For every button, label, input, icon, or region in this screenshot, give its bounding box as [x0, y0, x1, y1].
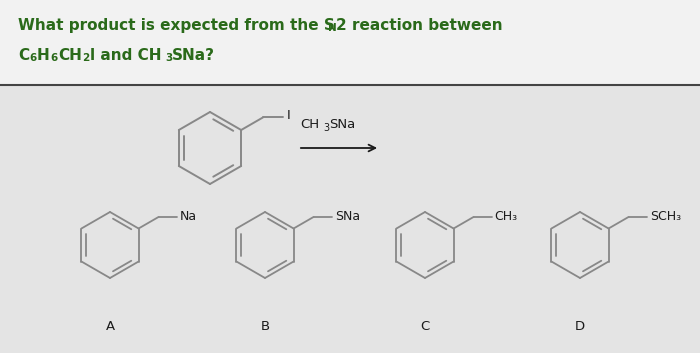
Text: SNa: SNa [329, 118, 355, 131]
Text: C: C [421, 320, 430, 333]
Text: 3: 3 [323, 123, 329, 133]
Text: D: D [575, 320, 585, 333]
Text: SCH₃: SCH₃ [650, 210, 681, 223]
Text: l and CH: l and CH [90, 48, 162, 63]
Text: 6: 6 [50, 53, 57, 63]
Text: A: A [106, 320, 115, 333]
Text: H: H [37, 48, 50, 63]
Text: SNa?: SNa? [172, 48, 215, 63]
Text: 6: 6 [29, 53, 36, 63]
Text: B: B [260, 320, 270, 333]
Text: CH: CH [300, 118, 319, 131]
Text: Na: Na [180, 210, 197, 223]
FancyBboxPatch shape [0, 0, 700, 85]
Text: CH₃: CH₃ [495, 210, 518, 223]
Text: What product is expected from the S: What product is expected from the S [18, 18, 335, 33]
FancyBboxPatch shape [0, 85, 700, 353]
Text: 3: 3 [165, 53, 172, 63]
Text: N: N [328, 23, 337, 33]
Text: CH: CH [58, 48, 82, 63]
Text: C: C [18, 48, 29, 63]
Text: 2: 2 [82, 53, 90, 63]
Text: 2 reaction between: 2 reaction between [336, 18, 503, 33]
Text: I: I [287, 109, 290, 122]
Text: SNa: SNa [335, 210, 360, 223]
